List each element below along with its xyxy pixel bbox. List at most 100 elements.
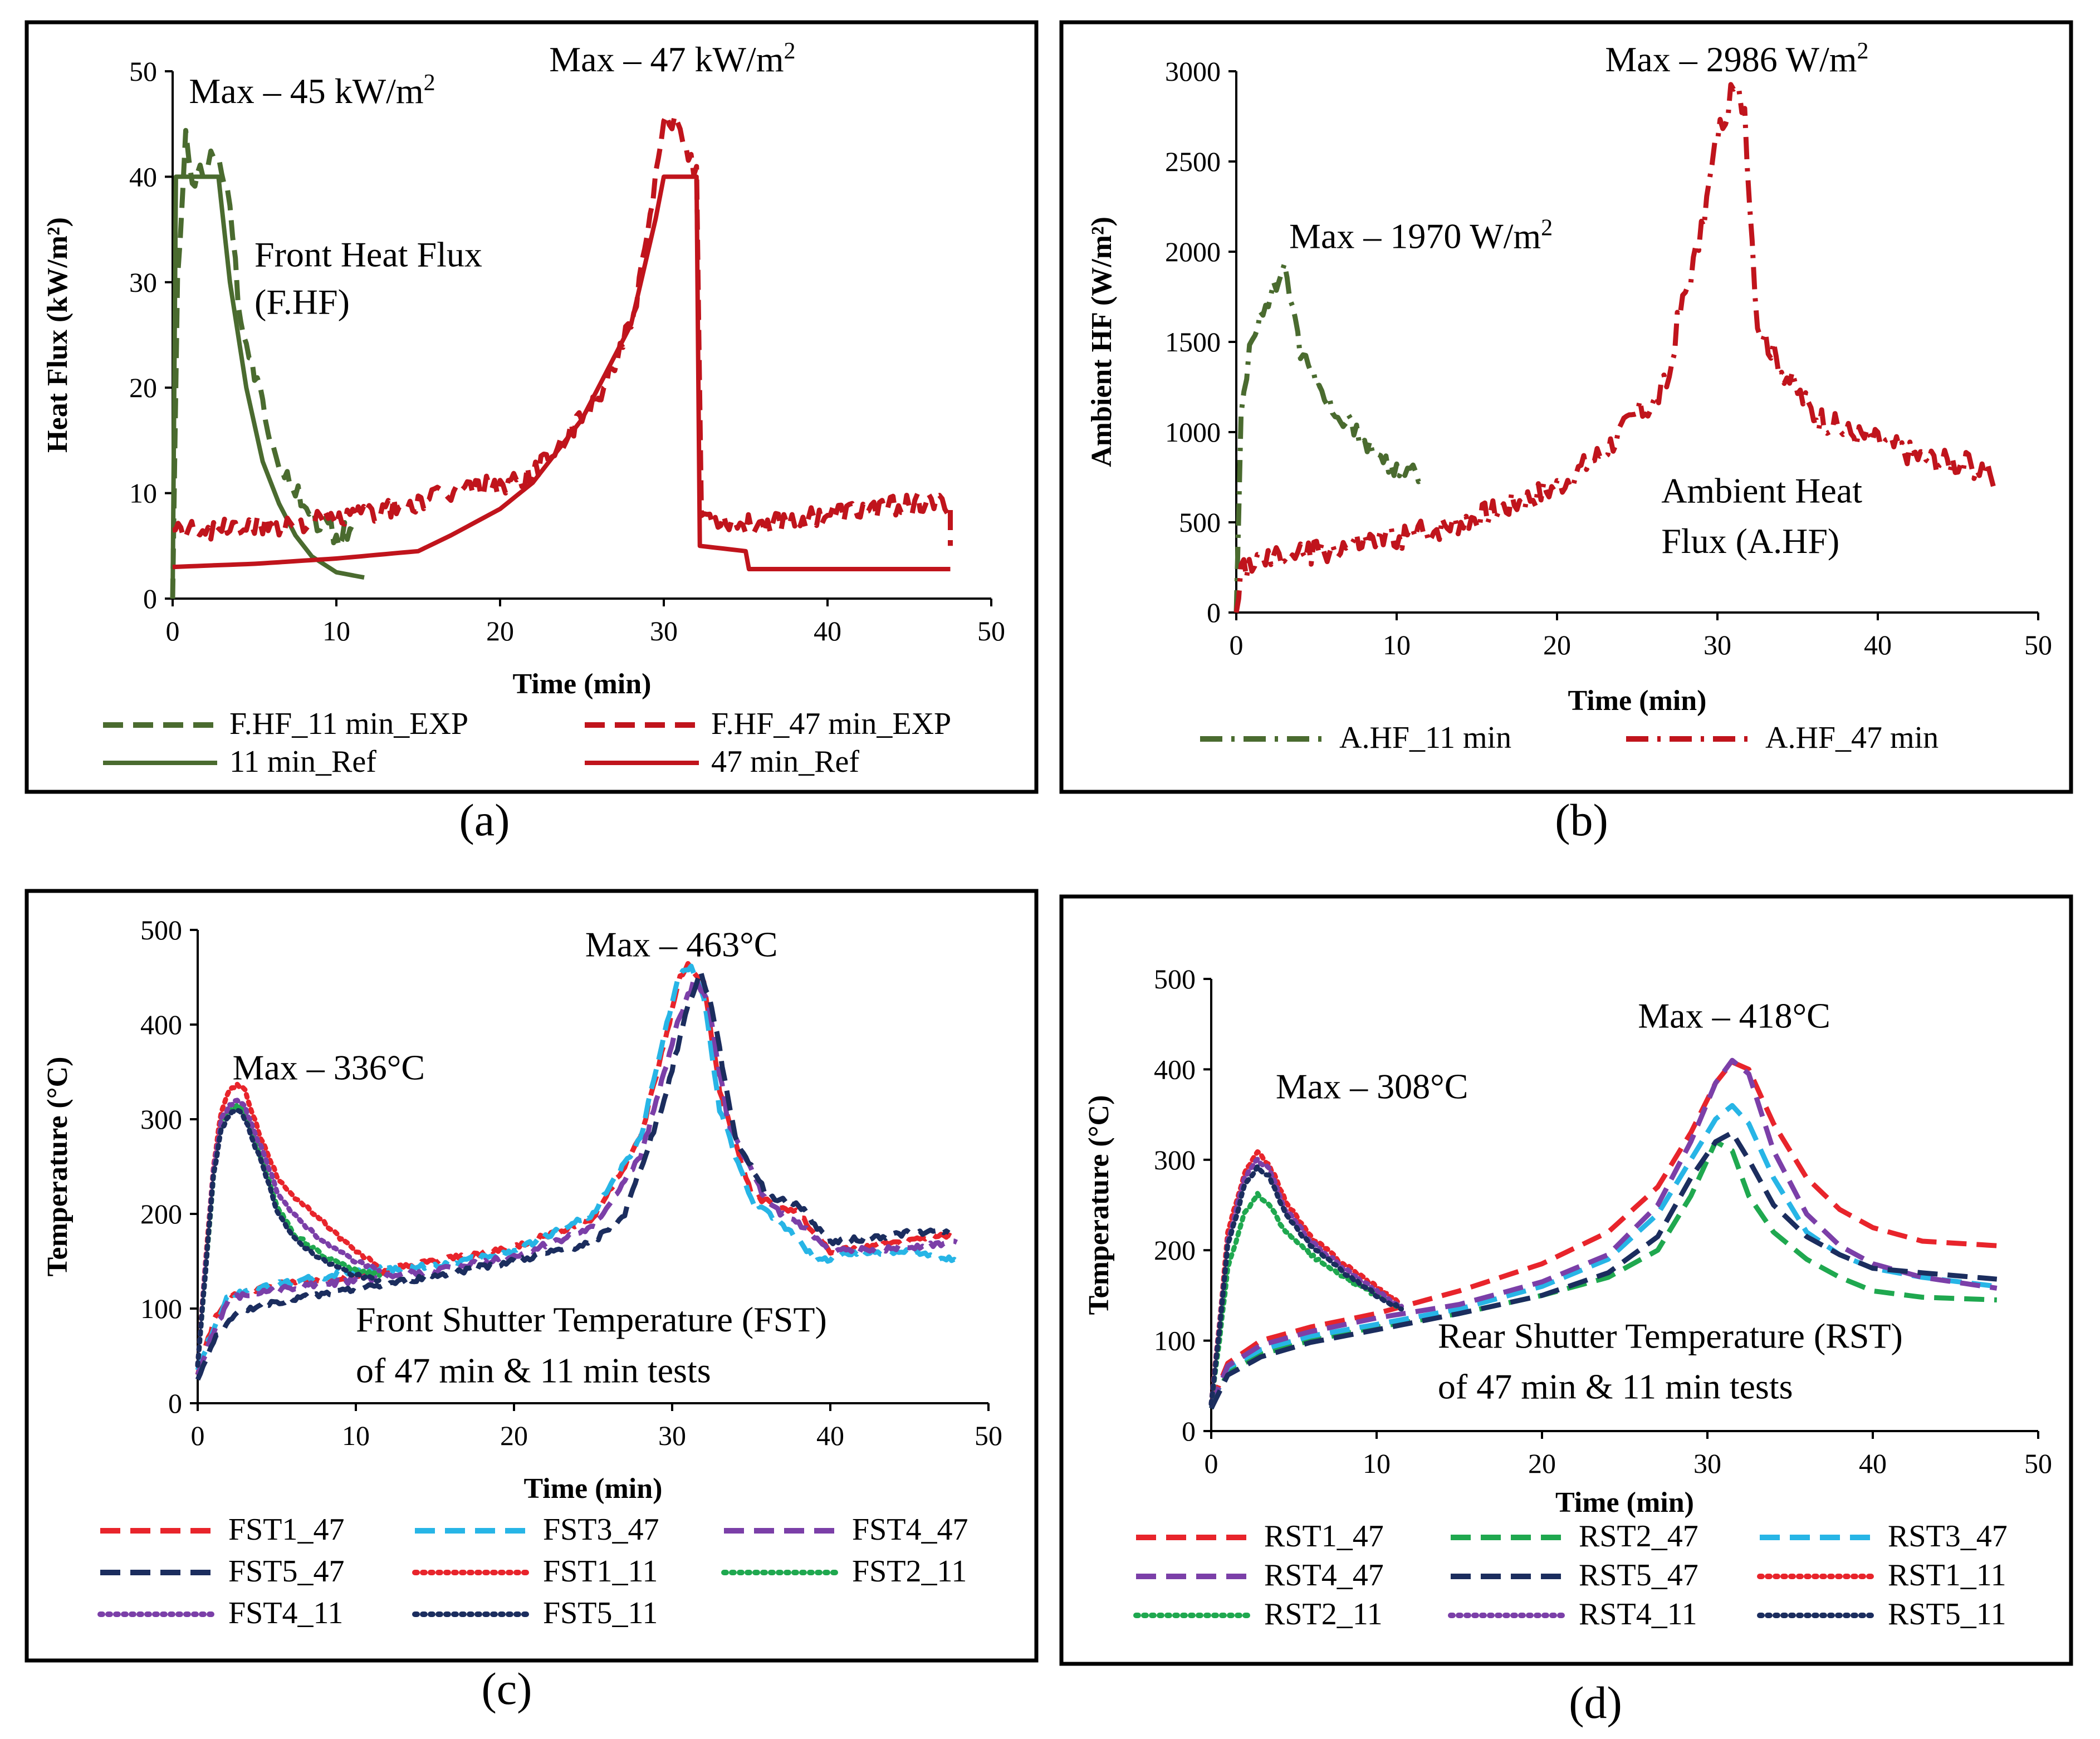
annotation: Front Heat Flux: [254, 234, 482, 274]
legend-label-rst2-47: RST2_47: [1579, 1519, 1698, 1554]
annotation: Ambient Heat: [1661, 471, 1862, 510]
panel-label-a: (a): [459, 795, 510, 845]
annotation: Max – 47 kW/m2: [549, 38, 795, 79]
legend-label-f-hf-11-min-exp: F.HF_11 min_EXP: [229, 707, 468, 741]
annotation: Max – 336°C: [232, 1048, 425, 1088]
series-line-47-min-ref: [172, 174, 951, 571]
legend-label-11-min-ref: 11 min_Ref: [229, 744, 376, 779]
panel-a-frame: [25, 20, 1039, 794]
x-tick-label: 20: [1528, 1448, 1556, 1479]
series-line-a-hf-11-min: [1233, 261, 1426, 613]
legend-label-a-hf-47-min: A.HF_47 min: [1765, 721, 1939, 755]
y-tick-label: 0: [143, 583, 157, 614]
y-tick-label: 300: [1154, 1144, 1196, 1175]
y-tick-label: 50: [129, 56, 157, 87]
x-tick-label: 20: [1543, 629, 1571, 660]
x-tick-label: 10: [342, 1420, 370, 1451]
x-tick-label: 10: [322, 615, 350, 646]
x-tick-label: 10: [1363, 1448, 1391, 1479]
legend-label-a-hf-11-min: A.HF_11 min: [1339, 721, 1511, 755]
x-tick-label: 20: [500, 1420, 528, 1451]
x-tick-label: 50: [2024, 1448, 2052, 1479]
annotation: of 47 min & 11 min tests: [1438, 1367, 1793, 1407]
y-tick-label: 300: [140, 1104, 182, 1135]
legend-label-f-hf-47-min-exp: F.HF_47 min_EXP: [711, 707, 951, 741]
annotation: of 47 min & 11 min tests: [356, 1351, 711, 1390]
panel-label-c: (c): [481, 1663, 532, 1714]
x-tick-label: 20: [486, 615, 514, 646]
y-tick-label: 400: [1154, 1054, 1196, 1085]
series-line-fst3-47: [195, 963, 958, 1371]
annotation: Max – 2986 W/m2: [1605, 38, 1868, 79]
annotation: Max – 45 kW/m2: [189, 70, 435, 111]
y-axis-title: Ambient HF (W/m²): [1086, 217, 1118, 467]
y-tick-label: 500: [140, 914, 182, 946]
y-tick-label: 30: [129, 267, 157, 298]
x-tick-label: 0: [1205, 1448, 1218, 1479]
x-axis-title: Time (min): [1568, 685, 1707, 717]
panel-label-b: (b): [1555, 795, 1608, 845]
legend-label-fst2-11: FST2_11: [852, 1554, 967, 1589]
annotation: (F.HF): [254, 282, 350, 322]
panel-b-frame: [1059, 20, 2073, 794]
y-tick-label: 3000: [1165, 56, 1221, 87]
series-line-f-hf-47-min-exp: [172, 112, 953, 546]
legend-label-rst5-47: RST5_47: [1579, 1558, 1698, 1593]
annotation: Rear Shutter Temperature (RST): [1438, 1316, 1903, 1356]
legend-label-rst5-11: RST5_11: [1888, 1597, 2006, 1632]
y-tick-label: 2500: [1165, 146, 1221, 177]
series-line-rst5-47: [1208, 1130, 1998, 1410]
series-line-fst1-11: [195, 1081, 383, 1368]
legend-label-fst3-47: FST3_47: [543, 1512, 659, 1547]
y-tick-label: 500: [1179, 507, 1221, 538]
y-tick-label: 0: [1207, 597, 1221, 628]
legend-label-rst2-11: RST2_11: [1264, 1597, 1383, 1632]
annotation: Max – 463°C: [585, 925, 778, 964]
series-line-fst5-47: [195, 968, 951, 1381]
x-tick-label: 30: [650, 615, 678, 646]
y-tick-label: 20: [129, 372, 157, 403]
legend-label-fst5-11: FST5_11: [543, 1596, 658, 1630]
x-tick-label: 0: [166, 615, 180, 646]
x-tick-label: 40: [814, 615, 841, 646]
y-tick-label: 2000: [1165, 236, 1221, 267]
x-tick-label: 30: [1693, 1448, 1721, 1479]
x-tick-label: 30: [658, 1420, 686, 1451]
x-tick-label: 0: [1230, 629, 1244, 660]
y-tick-label: 500: [1154, 963, 1196, 995]
x-tick-label: 0: [191, 1420, 205, 1451]
legend-label-rst4-11: RST4_11: [1579, 1597, 1697, 1632]
legend-label-fst1-11: FST1_11: [543, 1554, 658, 1589]
y-tick-label: 40: [129, 161, 157, 192]
annotation: Max – 1970 W/m2: [1289, 215, 1553, 256]
y-tick-label: 200: [1154, 1235, 1196, 1266]
x-tick-label: 40: [816, 1420, 844, 1451]
y-tick-label: 0: [1182, 1415, 1196, 1447]
y-axis-title: Temperature (°C): [42, 1057, 74, 1277]
x-tick-label: 30: [1704, 629, 1731, 660]
legend-label-fst1-47: FST1_47: [228, 1512, 345, 1547]
x-tick-label: 40: [1864, 629, 1892, 660]
annotation: Flux (A.HF): [1661, 521, 1839, 561]
chart-panel-b: 0 10 20 30 40 50050010001500200025003000Time …: [1086, 38, 2052, 755]
y-tick-label: 200: [140, 1198, 182, 1229]
y-tick-label: 400: [140, 1009, 182, 1040]
legend-label-rst1-11: RST1_11: [1888, 1558, 2006, 1593]
x-axis-title: Time (min): [524, 1473, 663, 1505]
y-tick-label: 10: [129, 478, 157, 509]
x-tick-label: 50: [977, 615, 1005, 646]
y-tick-label: 1000: [1165, 417, 1221, 448]
y-tick-label: 1500: [1165, 326, 1221, 357]
y-tick-label: 100: [140, 1293, 182, 1324]
series-line-rst1-47: [1208, 1059, 1998, 1405]
annotation: Front Shutter Temperature (FST): [356, 1300, 827, 1339]
x-tick-label: 10: [1383, 629, 1411, 660]
series-line-fst5-11: [195, 1108, 383, 1368]
x-tick-label: 50: [975, 1420, 1002, 1451]
legend-label-fst4-47: FST4_47: [852, 1512, 968, 1547]
y-axis-title: Heat Flux (kW/m²): [42, 217, 74, 453]
series-line-rst5-11: [1208, 1164, 1404, 1407]
x-axis-title: Time (min): [513, 668, 652, 700]
